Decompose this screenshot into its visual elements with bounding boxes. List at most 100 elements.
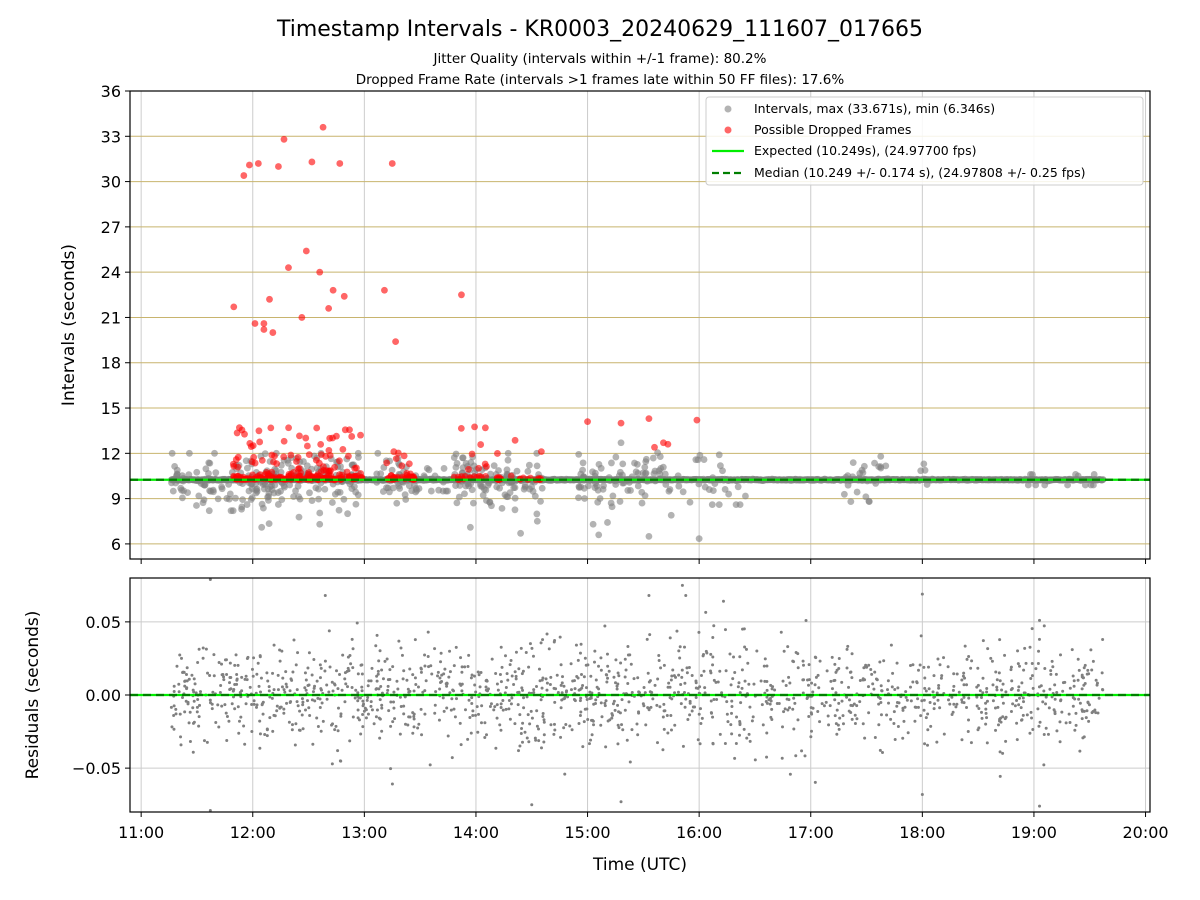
residual-point [614,658,618,662]
residual-point [998,774,1002,778]
residual-point [413,638,417,642]
dropped-frame-point [348,433,356,440]
residual-point [1044,695,1048,699]
residual-point [886,679,890,683]
residual-point [730,732,734,736]
residual-point [1001,751,1005,755]
residual-point [483,736,487,740]
residual-point [680,583,684,587]
residual-point [559,663,563,667]
residual-point [765,664,769,668]
residual-point [208,577,212,581]
residual-point [216,703,220,707]
residual-point [927,687,931,691]
residual-point [393,717,397,721]
residual-point [237,731,241,735]
residual-point [330,723,334,727]
dropped-frame-point [664,440,672,448]
residual-point [443,667,447,671]
residual-point [755,649,759,653]
dropped-frame-point [236,424,243,432]
residual-point [535,724,539,728]
interval-point [632,468,640,476]
residual-point [942,732,946,736]
dropped-frame-point [264,470,272,478]
residual-point [535,709,539,713]
residual-point [340,688,344,692]
residual-point [293,743,297,747]
intervals-y-tick-label: 30 [101,173,121,192]
residual-point [498,673,502,677]
residual-point [175,664,179,668]
residual-point [401,677,405,681]
residual-point [258,732,262,736]
interval-point [1090,471,1098,478]
residual-point [411,711,415,715]
residual-point [214,721,218,725]
residual-point [668,636,672,640]
residual-point [504,707,508,711]
residual-point [893,687,897,691]
residual-point [939,676,943,680]
interval-point [498,504,506,512]
residual-point [1080,709,1084,713]
residual-point [361,699,365,703]
residual-point [187,721,191,725]
residual-point [174,707,178,711]
interval-point [619,479,626,487]
residual-point [412,725,416,729]
residual-point [445,684,449,688]
residual-point [581,684,585,688]
residual-point [417,722,421,726]
residual-point [458,721,462,725]
residual-point [626,653,630,657]
residual-point [594,698,598,702]
residual-point [618,711,622,715]
residual-point [1087,703,1091,707]
residual-point [791,707,795,711]
residual-point [517,667,521,671]
dropped-frame-point [400,452,408,460]
intervals-y-tick-label: 33 [101,127,121,146]
residual-point [453,715,457,719]
residual-point [743,679,747,683]
residual-point [519,646,523,650]
residual-point [667,681,671,685]
residual-point [645,637,649,641]
residual-point [690,709,694,713]
residual-point [750,719,754,723]
residual-point [250,667,254,671]
residual-point [208,673,212,677]
residual-point [512,682,516,686]
residual-point [636,676,640,680]
residual-point [364,716,368,720]
residual-point [472,674,476,678]
residual-point [192,720,196,724]
residual-point [245,656,249,660]
interval-point [193,468,201,476]
interval-point [633,460,641,468]
interval-point [354,449,362,457]
residual-point [313,699,317,703]
residual-point [662,727,666,731]
residual-point [319,687,323,691]
residual-point [423,712,427,716]
residual-point [390,782,394,786]
residual-point [822,704,826,708]
dropped-frame-point [329,286,337,294]
residual-point [450,756,454,760]
residual-point [995,678,999,682]
residual-point [871,682,875,686]
residual-point [187,677,191,681]
residual-point [288,689,292,693]
residual-point [938,706,942,710]
residual-point [834,691,838,695]
dropped-frame-point [340,292,348,300]
residual-point [520,686,524,690]
residual-point [1044,726,1048,730]
residual-point [763,657,767,661]
residual-point [406,723,410,727]
residual-point [690,674,694,678]
residual-point [848,670,852,674]
residual-point [545,632,549,636]
